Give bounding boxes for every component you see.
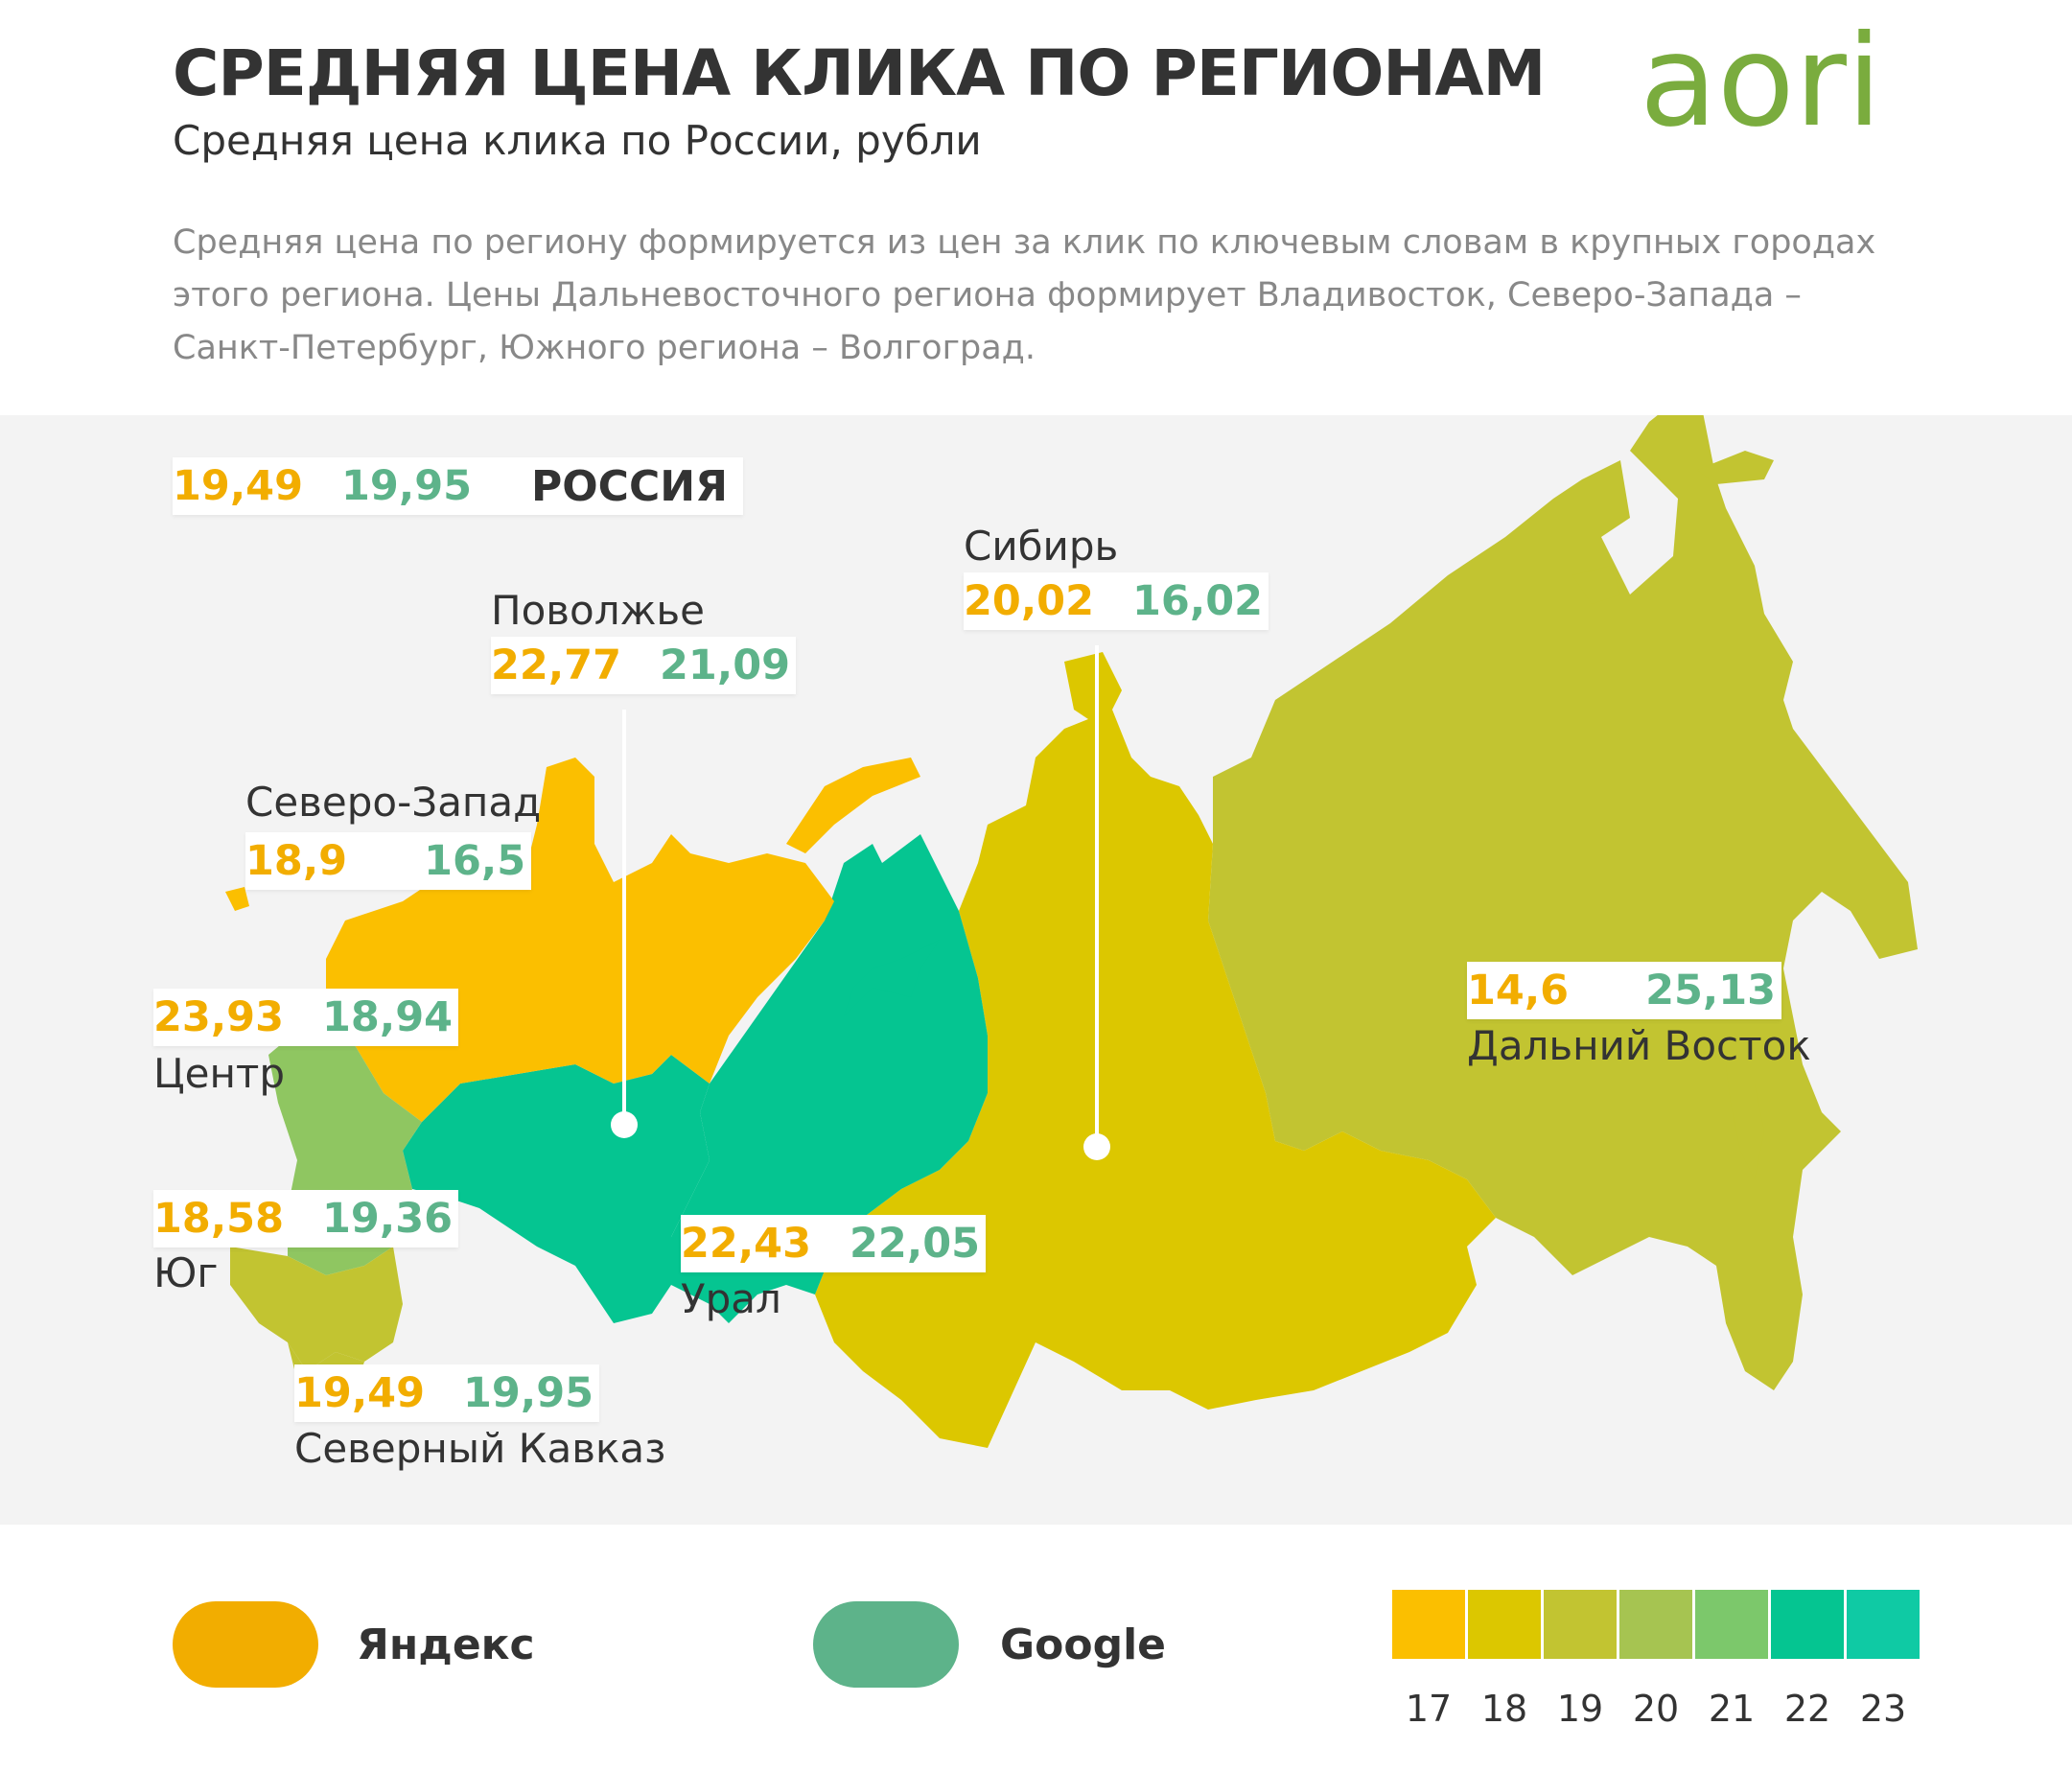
- scale-swatch-23: [1847, 1590, 1920, 1659]
- south-yandex-value: 18,58: [153, 1195, 285, 1243]
- scale-swatch-20: [1619, 1590, 1692, 1659]
- russia-yandex-value: 19,49: [173, 462, 304, 510]
- region-values-volga: 22,77 21,09: [491, 637, 797, 694]
- region-label-northwest: Северо-Запад: [245, 779, 542, 826]
- scale-label-17: 17: [1405, 1688, 1453, 1730]
- region-values-ural: 22,43 22,05: [681, 1215, 987, 1272]
- yandex-legend-swatch: [173, 1601, 318, 1688]
- siberia-google-value: 16,02: [1132, 577, 1264, 625]
- island-kolguev: [225, 887, 249, 911]
- scale-swatch-17: [1392, 1590, 1465, 1659]
- siberia-yandex-value: 20,02: [964, 577, 1095, 625]
- logo-text: aori: [1640, 29, 1882, 153]
- region-label-fareast: Дальний Восток: [1467, 1022, 1811, 1069]
- russia-label: РОССИЯ: [531, 461, 728, 511]
- scale-label-22: 22: [1783, 1688, 1831, 1730]
- google-legend-label: Google: [1000, 1620, 1166, 1669]
- region-label-south: Юг: [153, 1249, 219, 1296]
- scale-label-20: 20: [1632, 1688, 1680, 1730]
- region-values-siberia: 20,02 16,02: [964, 572, 1269, 630]
- region-south[interactable]: [230, 1247, 403, 1371]
- peninsula-yamal: [844, 940, 940, 1016]
- region-label-ural: Урал: [681, 1275, 781, 1322]
- scale-swatch-21: [1695, 1590, 1768, 1659]
- yandex-legend-label: Яндекс: [357, 1620, 535, 1669]
- page-description: Средняя цена по региону формируется из ц…: [173, 223, 1876, 367]
- aori-logo: aori: [1640, 29, 1882, 153]
- scale-label-21: 21: [1708, 1688, 1756, 1730]
- scale-swatch-22: [1771, 1590, 1844, 1659]
- region-values-south: 18,58 19,36: [153, 1190, 459, 1247]
- region-label-volga: Поволжье: [491, 587, 706, 634]
- scale-label-19: 19: [1556, 1688, 1604, 1730]
- russia-values: 19,49 19,95 РОССИЯ: [173, 457, 743, 515]
- center-google-value: 18,94: [322, 993, 454, 1041]
- region-values-caucasus: 19,49 19,95: [294, 1364, 600, 1422]
- island-novaya-zemlya: [786, 758, 920, 853]
- google-legend-swatch: [813, 1601, 959, 1688]
- region-label-siberia: Сибирь: [964, 523, 1119, 570]
- northwest-google-value: 16,5: [424, 837, 526, 885]
- scale-swatch-19: [1544, 1590, 1617, 1659]
- region-label-center: Центр: [153, 1050, 286, 1097]
- color-scale: [1392, 1590, 1922, 1659]
- fareast-yandex-value: 14,6: [1467, 967, 1570, 1014]
- page-title: СРЕДНЯЯ ЦЕНА КЛИКА ПО РЕГИОНАМ: [173, 36, 1546, 110]
- siberia-pointer-dot: [1083, 1133, 1110, 1160]
- russia-google-value: 19,95: [341, 462, 473, 510]
- ural-google-value: 22,05: [850, 1220, 981, 1268]
- region-values-fareast: 14,6 25,13: [1467, 962, 1782, 1019]
- scale-label-23: 23: [1859, 1688, 1907, 1730]
- volga-yandex-value: 22,77: [491, 641, 622, 689]
- volga-pointer-dot: [611, 1111, 638, 1138]
- south-google-value: 19,36: [322, 1195, 454, 1243]
- island-severnaya-zemlya: [1064, 652, 1122, 729]
- russia-map: [225, 415, 1918, 1448]
- ural-yandex-value: 22,43: [681, 1220, 812, 1268]
- center-yandex-value: 23,93: [153, 993, 285, 1041]
- scale-swatch-18: [1468, 1590, 1541, 1659]
- caucasus-google-value: 19,95: [463, 1369, 594, 1417]
- caucasus-yandex-value: 19,49: [294, 1369, 426, 1417]
- island-sakhalin: [1726, 1064, 1764, 1179]
- region-values-center: 23,93 18,94: [153, 989, 459, 1046]
- region-label-caucasus: Северный Кавказ: [294, 1425, 666, 1472]
- northwest-yandex-value: 18,9: [245, 837, 348, 885]
- page-subtitle: Средняя цена клика по России, рубли: [173, 117, 982, 164]
- fareast-google-value: 25,13: [1645, 967, 1777, 1014]
- region-values-northwest: 18,9 16,5: [245, 832, 532, 890]
- island-wrangel: [1697, 451, 1774, 484]
- volga-google-value: 21,09: [660, 641, 791, 689]
- islands-new-siberian: [1572, 566, 1620, 604]
- scale-label-18: 18: [1480, 1688, 1528, 1730]
